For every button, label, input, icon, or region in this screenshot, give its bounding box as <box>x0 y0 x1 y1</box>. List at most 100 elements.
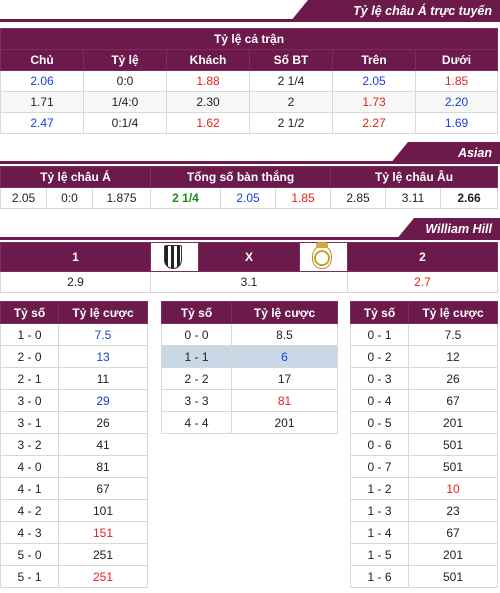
score-odds[interactable]: 12 <box>408 345 498 368</box>
odds-cell[interactable]: 2.27 <box>332 112 416 134</box>
odds-cell[interactable]: 1.85 <box>414 70 499 92</box>
odds-cell[interactable]: 1.71 <box>0 91 84 113</box>
asian-bookie-odds-cell[interactable]: 2.66 <box>440 187 499 209</box>
score-odds[interactable]: 501 <box>408 433 498 456</box>
odds-header: Tỷ lệ cược <box>58 301 148 324</box>
score-odds[interactable]: 13 <box>58 345 148 368</box>
william-hill-values-row: 2.9 3.1 2.7 <box>0 271 498 293</box>
full-match-header-cell: Trên <box>332 49 416 71</box>
full-match-header-cell: Số BT <box>249 49 333 71</box>
score-odds[interactable]: 151 <box>58 521 148 544</box>
asian-bookie-odds-cell[interactable]: 2 1/4 <box>150 187 222 209</box>
banner-asian-bookie-title: Asian Bookie <box>390 142 500 164</box>
score-odds[interactable]: 501 <box>408 455 498 478</box>
full-match-header-cell: Chủ <box>0 49 84 71</box>
score-value: 0 - 1 <box>350 323 409 346</box>
score-row: 0 - 0 8.5 <box>161 323 338 346</box>
home-win-label: 1 <box>0 242 151 272</box>
odds-cell[interactable]: 2.20 <box>414 91 499 113</box>
odds-cell[interactable]: 0:1/4 <box>83 112 167 134</box>
score-odds[interactable]: 251 <box>58 565 148 588</box>
asian-bookie-odds-cell[interactable]: 1.875 <box>91 187 152 209</box>
score-odds[interactable]: 201 <box>408 543 498 566</box>
score-row: 2 - 2 17 <box>161 367 338 390</box>
odds-cell[interactable]: 2 <box>249 91 333 113</box>
odds-cell[interactable]: 1.62 <box>166 112 250 134</box>
draw-score-header-row: Tỷ số Tỷ lệ cược <box>161 301 338 324</box>
asian-bookie-odds-cell[interactable]: 1.85 <box>275 187 332 209</box>
score-odds[interactable]: 11 <box>58 367 148 390</box>
score-odds[interactable]: 6 <box>231 345 338 368</box>
draw-odds: 3.1 <box>150 271 348 293</box>
score-odds[interactable]: 8.5 <box>231 323 338 346</box>
score-odds[interactable]: 17 <box>231 367 338 390</box>
score-value: 2 - 0 <box>0 345 59 368</box>
banner-live-asian-odds: Tỷ lệ châu Á trực tuyến <box>0 0 500 22</box>
score-odds[interactable]: 67 <box>408 389 498 412</box>
odds-cell[interactable]: 2.47 <box>0 112 84 134</box>
score-odds[interactable]: 10 <box>408 477 498 500</box>
score-odds[interactable]: 201 <box>231 411 338 434</box>
juventus-crest-icon <box>164 245 182 269</box>
full-match-title: Tỷ lệ cả trận <box>0 28 499 50</box>
odds-cell[interactable]: 1.69 <box>414 112 499 134</box>
odds-cell[interactable]: 1/4:0 <box>83 91 167 113</box>
real-madrid-crest-icon <box>312 242 332 269</box>
odds-cell[interactable]: 1.88 <box>166 70 250 92</box>
score-odds[interactable]: 26 <box>408 367 498 390</box>
asian-bookie-odds-cell[interactable]: 2.85 <box>330 187 387 209</box>
score-odds[interactable]: 101 <box>58 499 148 522</box>
score-odds[interactable]: 23 <box>408 499 498 522</box>
score-odds[interactable]: 67 <box>408 521 498 544</box>
score-value: 2 - 1 <box>0 367 59 390</box>
score-value: 4 - 3 <box>0 521 59 544</box>
score-value: 3 - 2 <box>0 433 59 456</box>
score-odds[interactable]: 7.5 <box>58 323 148 346</box>
odds-cell[interactable]: 2 1/2 <box>249 112 333 134</box>
asian-bookie-odds-cell[interactable]: 2.05 <box>0 187 47 209</box>
score-value: 0 - 6 <box>350 433 409 456</box>
score-odds[interactable]: 81 <box>58 455 148 478</box>
score-header: Tỷ số <box>350 301 409 324</box>
score-odds[interactable]: 67 <box>58 477 148 500</box>
banner-title: Tỷ lệ châu Á trực tuyến <box>290 0 500 22</box>
score-value: 4 - 4 <box>161 411 232 434</box>
odds-cell[interactable]: 2 1/4 <box>249 70 333 92</box>
draw-label: X <box>198 242 300 272</box>
score-odds[interactable]: 501 <box>408 565 498 588</box>
odds-cell[interactable]: 2.30 <box>166 91 250 113</box>
score-odds[interactable]: 251 <box>58 543 148 566</box>
score-row: 0 - 6 501 <box>350 433 498 456</box>
real-madrid-logo-icon <box>300 242 344 271</box>
score-odds[interactable]: 26 <box>58 411 148 434</box>
score-row: 4 - 0 81 <box>0 455 148 478</box>
asian-bookie-odds-cell[interactable]: 2.05 <box>220 187 277 209</box>
score-row: 1 - 6 501 <box>350 565 498 588</box>
away-logo-cell <box>299 242 348 272</box>
banner-line <box>0 237 500 240</box>
score-odds[interactable]: 29 <box>58 389 148 412</box>
score-row: 1 - 2 10 <box>350 477 498 500</box>
score-odds[interactable]: 41 <box>58 433 148 456</box>
score-value: 1 - 0 <box>0 323 59 346</box>
score-row: 3 - 1 26 <box>0 411 148 434</box>
odds-cell[interactable]: 0:0 <box>83 70 167 92</box>
european-odds-header: Tỷ lệ châu Âu <box>330 166 499 188</box>
score-odds[interactable]: 81 <box>231 389 338 412</box>
score-row: 4 - 3 151 <box>0 521 148 544</box>
score-odds[interactable]: 201 <box>408 411 498 434</box>
score-value: 4 - 0 <box>0 455 59 478</box>
asian-bookie-odds-cell[interactable]: 3.11 <box>385 187 442 209</box>
odds-cell[interactable]: 1.73 <box>332 91 416 113</box>
score-odds[interactable]: 7.5 <box>408 323 498 346</box>
score-value: 3 - 0 <box>0 389 59 412</box>
asian-bookie-header-row: Tỷ lệ châu Á Tổng số bàn thắng Tỷ lệ châ… <box>0 166 499 188</box>
asian-bookie-odds-cell[interactable]: 0:0 <box>46 187 93 209</box>
score-header: Tỷ số <box>161 301 232 324</box>
banner-william-hill-title: William Hill <box>396 218 500 240</box>
score-row: 0 - 1 7.5 <box>350 323 498 346</box>
score-value: 1 - 6 <box>350 565 409 588</box>
odds-cell[interactable]: 2.05 <box>332 70 416 92</box>
odds-cell[interactable]: 2.06 <box>0 70 84 92</box>
